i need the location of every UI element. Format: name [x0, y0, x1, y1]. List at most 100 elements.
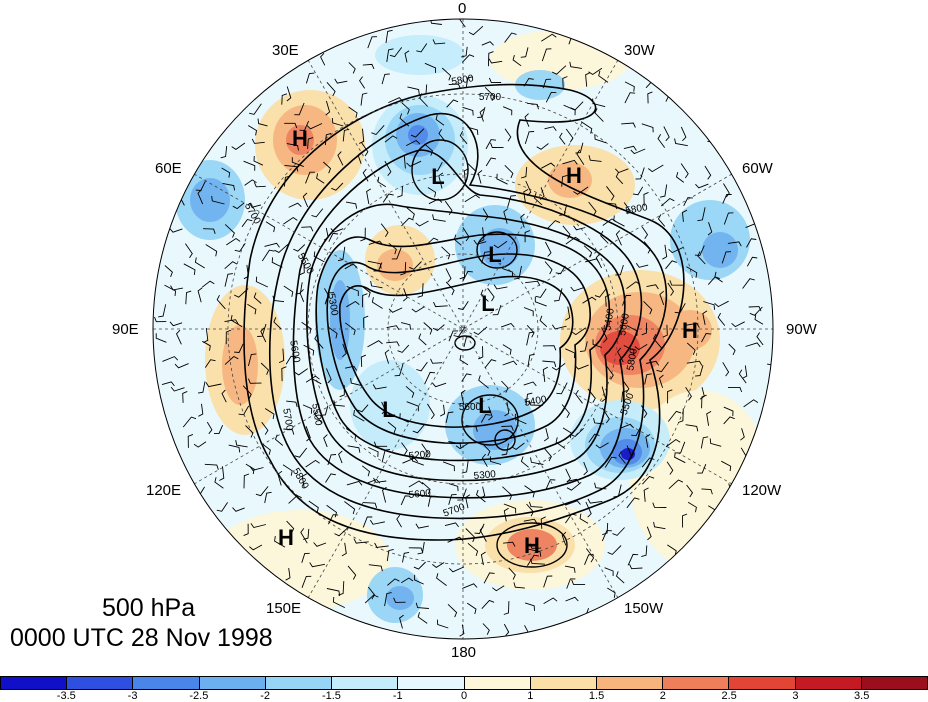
- wind-barb: [489, 456, 502, 465]
- wind-barb: [480, 414, 491, 423]
- wind-barb: [588, 67, 603, 76]
- wind-barb: [385, 29, 393, 43]
- wind-barb: [706, 411, 712, 426]
- wind-barb: [566, 481, 582, 491]
- wind-barb: [551, 65, 567, 75]
- wind-barb: [722, 362, 730, 377]
- wind-barb: [401, 577, 414, 584]
- wind-barb: [641, 123, 654, 133]
- colorbar-box: [464, 677, 531, 689]
- lon-label-180: 180: [451, 644, 477, 661]
- wind-barb: [701, 333, 712, 343]
- wind-barb: [333, 400, 345, 407]
- wind-barb: [221, 167, 231, 178]
- high-pressure-center: H: [278, 525, 294, 550]
- wind-barb: [503, 507, 509, 522]
- wind-barb: [204, 463, 219, 470]
- wind-barb: [465, 425, 478, 432]
- wind-barb: [323, 227, 329, 241]
- wind-barb: [570, 101, 584, 111]
- wind-barb: [667, 410, 682, 422]
- wind-barb: [226, 237, 241, 246]
- wind-barb: [562, 76, 568, 89]
- wind-barb: [406, 401, 419, 412]
- colorbar-tick: -3.5: [56, 690, 76, 702]
- wind-barb: [674, 452, 686, 464]
- wind-barb: [324, 132, 332, 146]
- wind-barb: [746, 256, 758, 267]
- wind-barb: [545, 241, 552, 257]
- wind-barb: [388, 97, 404, 104]
- wind-barb: [417, 283, 424, 298]
- wind-barb: [235, 440, 248, 448]
- wind-barb: [660, 197, 675, 207]
- wind-barb: [617, 347, 624, 363]
- wind-barb: [413, 561, 426, 570]
- wind-barb: [359, 128, 365, 144]
- wind-barb: [430, 358, 443, 364]
- wind-barb: [707, 222, 713, 236]
- wind-barb: [569, 61, 582, 69]
- wind-barb: [555, 437, 566, 449]
- wind-barb: [185, 290, 192, 305]
- wind-barb: [585, 72, 591, 87]
- wind-barb: [561, 174, 568, 187]
- wind-barb: [327, 454, 337, 466]
- wind-barb: [183, 263, 196, 275]
- lon-label-120e: 120E: [146, 482, 182, 499]
- wind-barb: [370, 280, 383, 289]
- wind-barb: [205, 244, 218, 257]
- contour-label: 5500: [309, 403, 324, 427]
- wind-barb: [623, 345, 635, 356]
- wind-barb: [432, 161, 443, 172]
- wind-barb: [386, 325, 400, 331]
- wind-barb: [493, 284, 508, 290]
- wind-barb: [374, 542, 389, 548]
- wind-barb: [462, 270, 473, 282]
- wind-barb: [347, 445, 361, 453]
- wind-barb: [435, 114, 445, 126]
- wind-barb: [473, 239, 487, 245]
- wind-barb: [400, 262, 407, 276]
- wind-barb: [303, 344, 315, 356]
- wind-barb: [339, 385, 345, 398]
- wind-barb: [438, 128, 446, 142]
- wind-barb: [695, 183, 709, 189]
- wind-barb: [399, 413, 409, 423]
- wind-barb: [362, 63, 375, 70]
- wind-barb: [543, 427, 549, 442]
- wind-barb: [595, 253, 602, 269]
- contour-label: 5400: [602, 307, 617, 331]
- wind-barb: [640, 405, 648, 418]
- wind-barb: [524, 602, 535, 611]
- wind-barb: [381, 486, 387, 503]
- wind-barb: [529, 543, 542, 549]
- wind-barb: [530, 558, 546, 565]
- wind-barb: [285, 568, 291, 581]
- wind-barb: [527, 102, 539, 110]
- wind-barb: [314, 334, 324, 349]
- wind-barb: [630, 148, 646, 155]
- wind-barb: [381, 73, 390, 85]
- wind-barb: [458, 300, 469, 311]
- colorbar-box: [67, 677, 134, 689]
- wind-barb: [286, 520, 295, 534]
- wind-barb: [411, 455, 424, 466]
- wind-barb: [294, 447, 308, 458]
- wind-barb: [607, 587, 616, 598]
- wind-barb: [536, 143, 549, 150]
- low-pressure-center: L: [478, 393, 491, 418]
- wind-barb: [305, 459, 320, 468]
- wind-barb: [444, 522, 459, 528]
- wind-barb: [170, 386, 185, 392]
- wind-barb: [393, 597, 406, 603]
- contour-label: 5600: [459, 402, 482, 413]
- wind-barb: [264, 408, 275, 420]
- wind-barb: [194, 257, 205, 269]
- wind-barb: [462, 227, 470, 242]
- wind-barb: [745, 342, 761, 348]
- wind-barb: [488, 406, 493, 421]
- wind-barb: [216, 502, 228, 512]
- wind-barb: [455, 442, 470, 450]
- wind-barb: [249, 465, 264, 471]
